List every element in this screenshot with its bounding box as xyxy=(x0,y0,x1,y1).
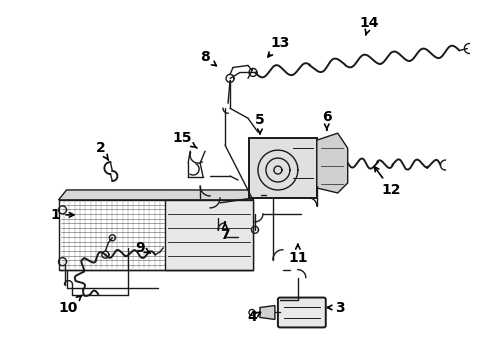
Polygon shape xyxy=(260,306,275,319)
Text: 11: 11 xyxy=(288,244,308,265)
Text: 12: 12 xyxy=(374,167,401,197)
Text: 1: 1 xyxy=(50,208,74,222)
Polygon shape xyxy=(317,133,348,193)
Polygon shape xyxy=(58,200,253,270)
Text: 8: 8 xyxy=(200,50,216,66)
Text: 7: 7 xyxy=(220,222,230,242)
Bar xyxy=(166,200,253,270)
Text: 13: 13 xyxy=(268,36,290,57)
Text: 14: 14 xyxy=(360,15,379,35)
Text: 3: 3 xyxy=(327,301,344,315)
Text: 4: 4 xyxy=(247,310,261,324)
Bar xyxy=(249,138,317,198)
Polygon shape xyxy=(58,190,261,200)
FancyBboxPatch shape xyxy=(278,298,326,328)
Text: 5: 5 xyxy=(255,113,265,134)
Text: 2: 2 xyxy=(96,141,108,160)
Text: 15: 15 xyxy=(172,131,197,148)
Text: 6: 6 xyxy=(322,110,332,130)
Text: 9: 9 xyxy=(136,241,150,255)
Text: 10: 10 xyxy=(59,296,81,315)
